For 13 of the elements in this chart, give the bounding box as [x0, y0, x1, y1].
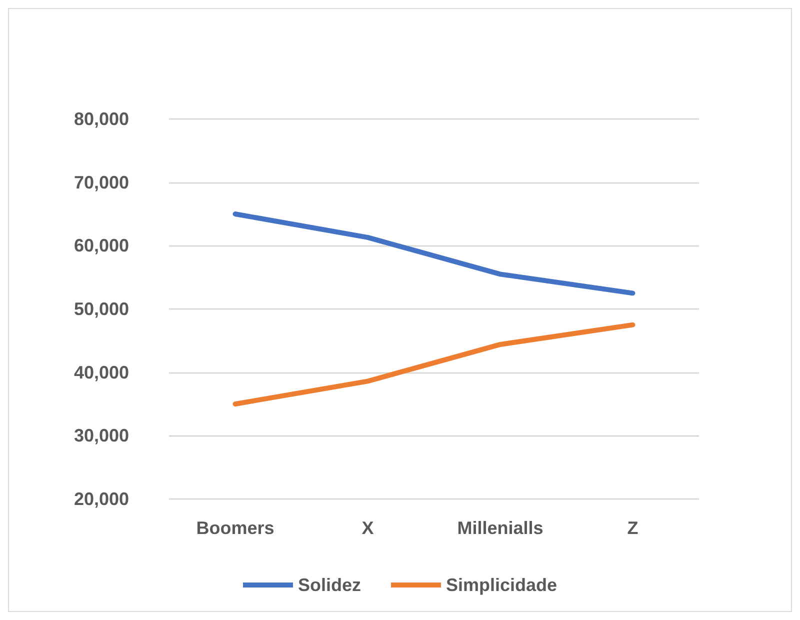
- y-tick-label: 30,000: [74, 426, 129, 446]
- x-tick-label: Millenialls: [457, 518, 544, 538]
- x-tick-label: Boomers: [196, 518, 274, 538]
- legend-label: Simplicidade: [446, 575, 558, 595]
- x-tick-label: Z: [627, 518, 638, 538]
- y-tick-label: 20,000: [74, 489, 129, 509]
- y-tick-label: 70,000: [74, 172, 129, 192]
- y-tick-label: 50,000: [74, 299, 129, 319]
- x-tick-label: X: [362, 518, 374, 538]
- y-tick-label: 80,000: [74, 109, 129, 129]
- y-tick-label: 60,000: [74, 236, 129, 256]
- legend-label: Solidez: [298, 575, 361, 595]
- y-tick-label: 40,000: [74, 362, 129, 382]
